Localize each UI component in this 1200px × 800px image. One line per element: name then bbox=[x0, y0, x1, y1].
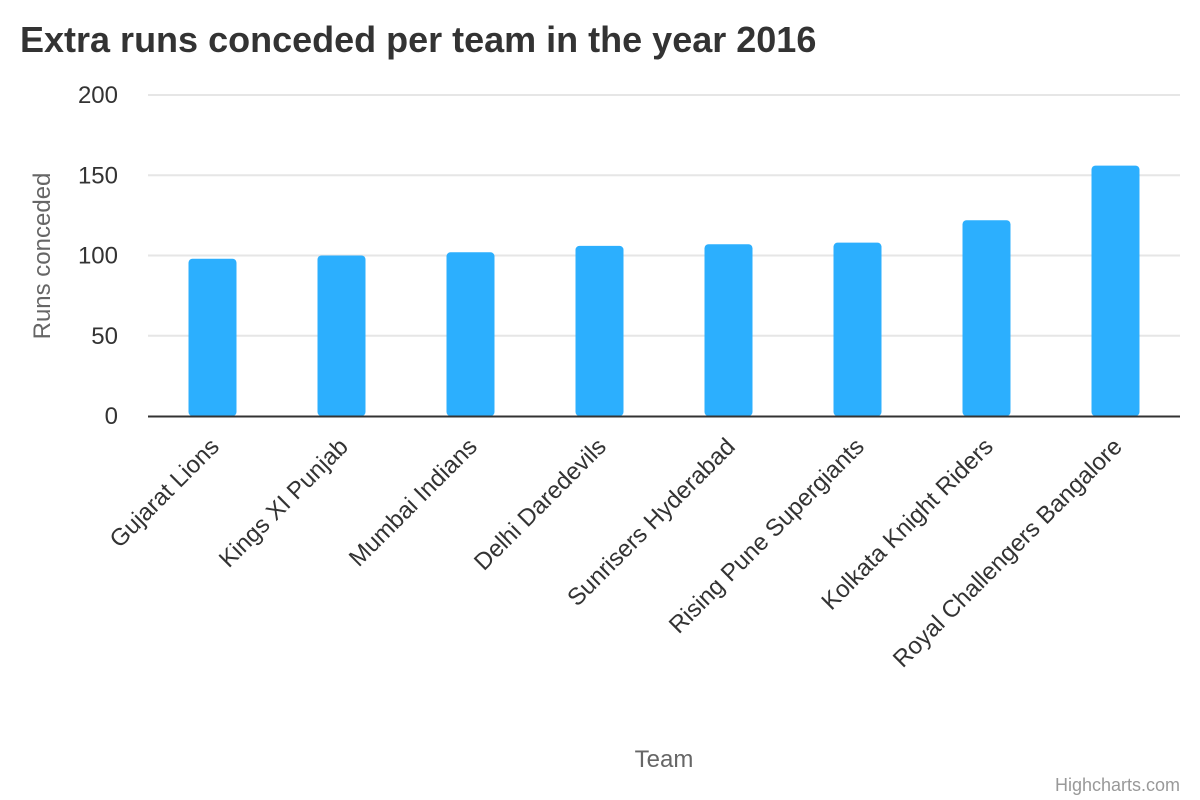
y-axis-title: Runs conceded bbox=[29, 173, 56, 340]
x-tick-label: Kings XI Punjab bbox=[214, 433, 354, 573]
y-tick-label: 100 bbox=[78, 243, 118, 270]
bar[interactable] bbox=[317, 255, 366, 417]
y-tick-label: 50 bbox=[91, 323, 118, 350]
y-tick-label: 0 bbox=[105, 403, 118, 430]
bar[interactable] bbox=[962, 220, 1011, 416]
gridlines bbox=[148, 94, 1180, 337]
y-tick-label: 150 bbox=[78, 162, 118, 189]
chart-title: Extra runs conceded per team in the year… bbox=[20, 19, 816, 60]
credits-link[interactable]: Highcharts.com bbox=[1055, 775, 1180, 795]
y-tick-label: 200 bbox=[78, 82, 118, 109]
x-tick-label: Royal Challengers Bangalore bbox=[888, 433, 1128, 673]
x-axis-title: Team bbox=[635, 746, 694, 773]
x-tick-label: Gujarat Lions bbox=[105, 433, 225, 553]
bar[interactable] bbox=[446, 252, 495, 416]
bars bbox=[188, 165, 1140, 417]
bar[interactable] bbox=[1091, 165, 1140, 416]
y-axis-ticks: 0 50 100 150 200 bbox=[78, 82, 118, 430]
bar[interactable] bbox=[188, 258, 237, 416]
bar[interactable] bbox=[833, 242, 882, 416]
bar[interactable] bbox=[704, 244, 753, 416]
x-tick-label: Mumbai Indians bbox=[344, 433, 483, 572]
x-tick-label: Delhi Daredevils bbox=[469, 433, 612, 576]
bar[interactable] bbox=[575, 245, 624, 416]
